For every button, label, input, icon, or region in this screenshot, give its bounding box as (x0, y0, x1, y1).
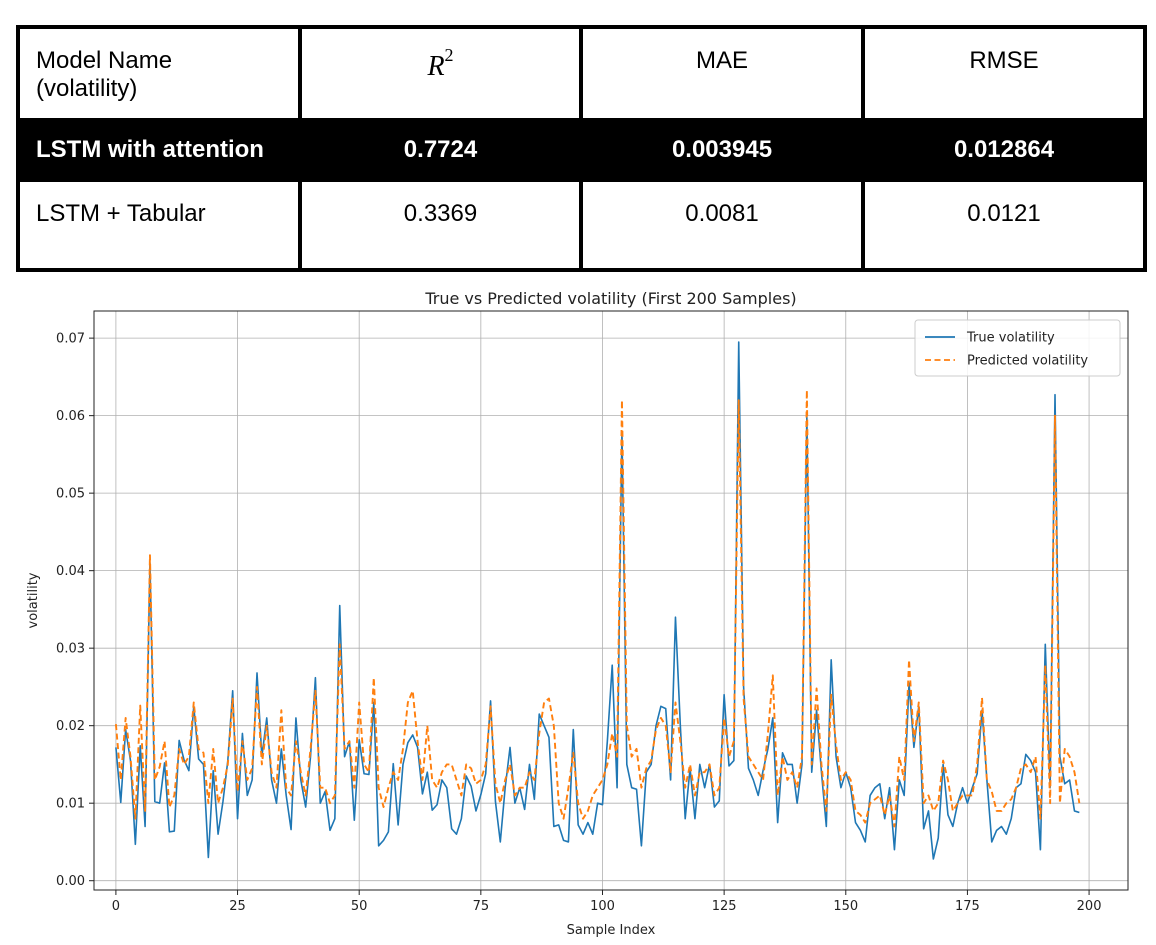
x-tick-label: 25 (229, 899, 246, 914)
cell-model: LSTM + Tabular (16, 178, 302, 272)
chart-title: True vs Predicted volatility (First 200 … (424, 289, 796, 308)
cell-model: LSTM with attention (16, 118, 302, 182)
y-tick-label: 0.06 (56, 409, 85, 424)
table-header-row: Model Name (volatility) R2 MAE RMSE (16, 25, 1147, 122)
header-r2: R2 (298, 25, 583, 122)
x-tick-label: 75 (473, 899, 490, 914)
plot-area-frame (93, 310, 1129, 891)
x-tick-label: 175 (955, 899, 980, 914)
cell-mae: 0.0081 (579, 178, 865, 272)
header-rmse: RMSE (861, 25, 1147, 122)
x-tick-label: 0 (112, 899, 120, 914)
cell-rmse: 0.0121 (861, 178, 1147, 272)
table-row-lstm-attention: LSTM with attention 0.7724 0.003945 0.01… (16, 118, 1147, 182)
header-r2-sup: 2 (444, 45, 454, 65)
header-model-name: Model Name (volatility) (16, 25, 302, 122)
y-tick-label: 0.03 (56, 642, 85, 657)
cell-mae: 0.003945 (579, 118, 865, 182)
x-tick-label: 150 (833, 899, 858, 914)
series-predicted-volatility-line (114, 389, 1081, 828)
y-tick-label: 0.05 (56, 487, 85, 502)
y-tick-label: 0.00 (56, 874, 85, 889)
y-tick-label: 0.02 (56, 719, 85, 734)
header-r2-base: R (427, 51, 445, 82)
y-tick-label: 0.07 (56, 332, 85, 347)
table-row-lstm-tabular: LSTM + Tabular 0.3369 0.0081 0.0121 (16, 178, 1147, 272)
cell-r2: 0.3369 (298, 178, 583, 272)
metrics-table: Model Name (volatility) R2 MAE RMSE LSTM… (16, 25, 1147, 272)
x-tick-label: 200 (1077, 899, 1102, 914)
y-axis-label: volatility (26, 572, 41, 628)
legend-pred-label: Predicted volatility (967, 354, 1088, 369)
cell-rmse: 0.012864 (861, 118, 1147, 182)
header-mae-text: MAE (695, 47, 748, 74)
axis-ticks: 0 25 50 75 100 125 150 175 200 0.00 0.01 0.02 0.03 0.… (56, 332, 1101, 914)
legend-true-label: True volatility (966, 331, 1055, 346)
header-mae: MAE (579, 25, 865, 122)
x-tick-label: 125 (712, 899, 737, 914)
legend-box (914, 319, 1121, 377)
grid-lines (94, 311, 1128, 890)
x-tick-label: 50 (351, 899, 368, 914)
header-r2-text: R2 (427, 45, 453, 83)
cell-r2: 0.7724 (298, 118, 583, 182)
series-true-volatility-line (115, 341, 1080, 860)
y-tick-label: 0.01 (56, 797, 85, 812)
series-layer (114, 341, 1081, 860)
header-rmse-text: RMSE (969, 47, 1039, 74)
x-axis-label: Sample Index (567, 923, 656, 938)
header-model-name-text: Model Name (volatility) (36, 47, 173, 102)
x-tick-label: 100 (590, 899, 615, 914)
y-tick-label: 0.04 (56, 564, 85, 579)
chart-legend: True volatility Predicted volatility (914, 319, 1121, 377)
volatility-line-chart: 0 25 50 75 100 125 150 175 200 0.00 0.01 0.02 0.03 0.… (26, 289, 1129, 938)
